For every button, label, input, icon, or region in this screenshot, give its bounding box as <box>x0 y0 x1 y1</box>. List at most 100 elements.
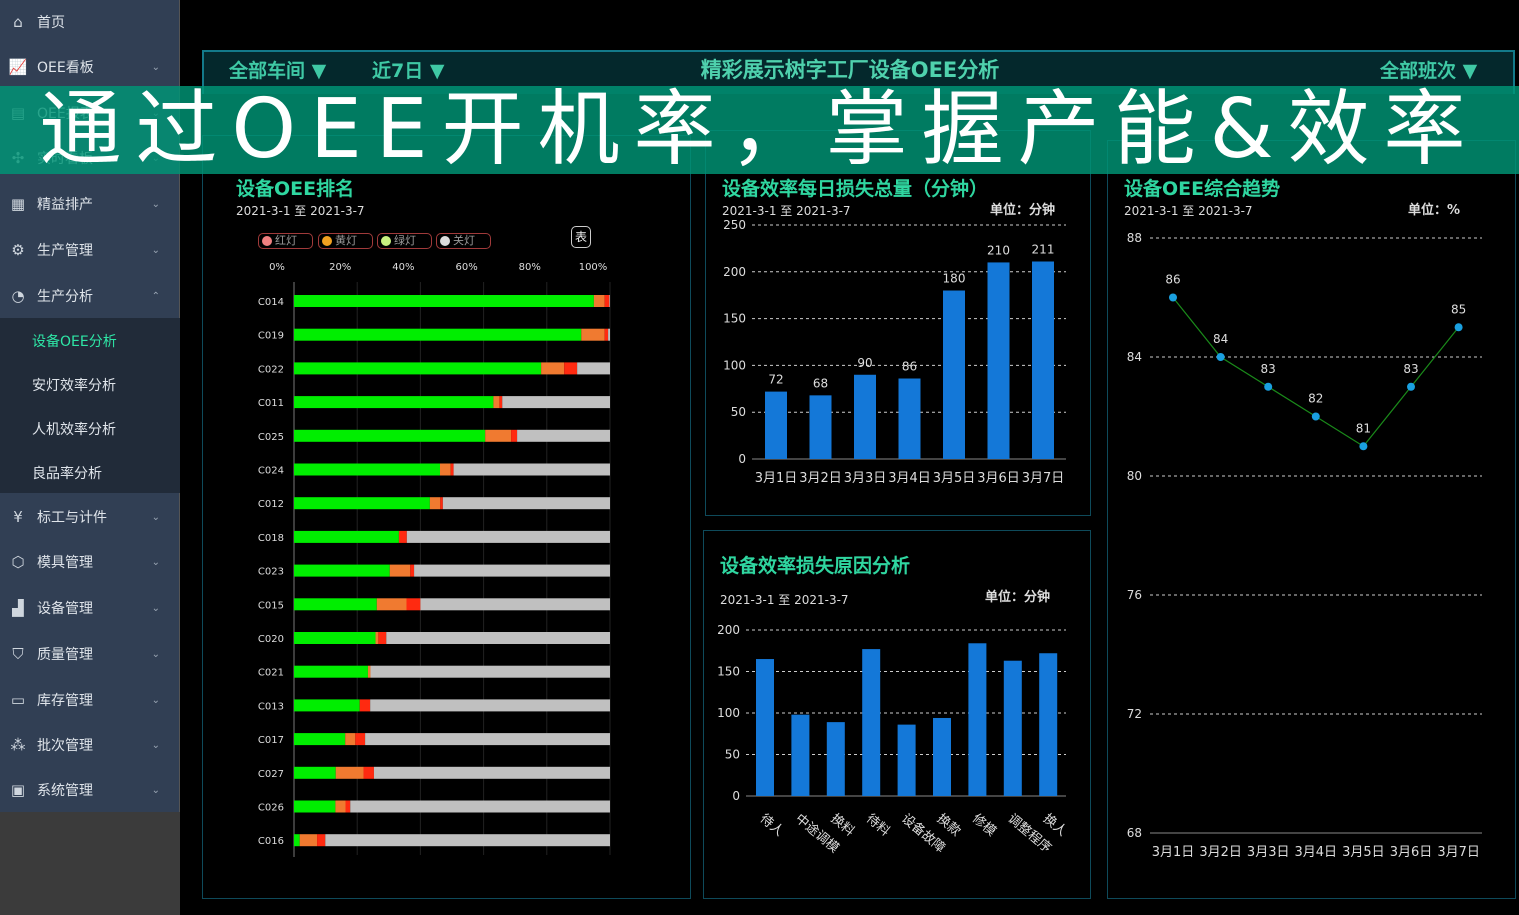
legend-off[interactable]: 关灯 <box>436 233 491 249</box>
sidebar-item[interactable]: ⚙ 生产管理 ⌄ <box>0 228 180 272</box>
y-tick-label: C025 <box>258 432 284 443</box>
bar-segment-2 <box>355 733 366 746</box>
x-tick-label: 3月2日 <box>799 471 842 486</box>
bar-segment-0 <box>294 733 346 746</box>
bar-segment-2 <box>378 632 387 644</box>
bar <box>791 714 810 796</box>
daily-loss-title: 设备效率每日损失总量（分钟） <box>722 178 989 200</box>
y-tick-label: C023 <box>258 567 284 578</box>
x-tick-label: 60% <box>455 262 477 273</box>
sidebar-item[interactable]: ▟ 设备管理 ⌄ <box>0 586 180 630</box>
y-tick-label: 76 <box>1127 588 1142 602</box>
sidebar-item-label: 质量管理 <box>37 647 93 663</box>
bar-segment-0 <box>294 632 376 644</box>
y-tick-label: 250 <box>723 218 746 232</box>
bar <box>1003 660 1022 796</box>
bar-segment-0 <box>294 699 360 712</box>
equipment-icon: ▟ <box>12 599 24 617</box>
bar <box>826 722 845 796</box>
legend-label: 绿灯 <box>394 234 416 247</box>
bar-segment-3 <box>365 733 610 746</box>
table-view-button[interactable]: 表 <box>571 226 591 248</box>
bar <box>854 374 876 459</box>
loss-reason-title: 设备效率损失原因分析 <box>720 555 911 577</box>
bar <box>862 649 881 796</box>
sidebar-item[interactable]: ⌂ 首页 <box>0 0 180 44</box>
sidebar-item[interactable]: ▭ 库存管理 ⌄ <box>0 678 180 722</box>
sidebar-item-label: 批次管理 <box>37 738 93 754</box>
sidebar-item-label: 生产分析 <box>37 289 93 305</box>
submenu-item[interactable]: 人机效率分析 <box>32 422 116 438</box>
data-label: 85 <box>1451 302 1466 316</box>
y-tick-label: C026 <box>258 803 284 814</box>
legend-red[interactable]: 红灯 <box>258 233 313 249</box>
sidebar-item[interactable]: ¥ 标工与计件 ⌄ <box>0 495 180 539</box>
x-tick-label: 修模 <box>969 811 999 839</box>
legend-yellow[interactable]: 黄灯 <box>318 233 373 249</box>
sidebar-item-label: 系统管理 <box>37 783 93 799</box>
x-tick-label: 换款 <box>934 811 964 839</box>
legend-label: 红灯 <box>275 234 297 247</box>
submenu-item[interactable]: 安灯效率分析 <box>32 378 116 394</box>
x-tick-label: 3月5日 <box>933 471 976 486</box>
chevron-icon: ⌄ <box>151 198 160 210</box>
submenu-item[interactable]: 设备OEE分析 <box>32 334 117 350</box>
trend-date: 2021-3-1 至 2021-3-7 <box>1124 204 1253 218</box>
sidebar-item-label: 设备管理 <box>37 601 93 617</box>
sidebar-item[interactable]: ⬡ 模具管理 ⌄ <box>0 540 180 584</box>
data-label: 210 <box>987 243 1010 257</box>
y-tick-label: 150 <box>717 665 740 679</box>
bar <box>898 378 921 459</box>
y-tick-label: C024 <box>258 466 284 477</box>
bar-segment-3 <box>517 429 610 442</box>
sidebar-item[interactable]: ▦ 精益排产 ⌄ <box>0 182 180 226</box>
bar-segment-0 <box>294 766 336 779</box>
y-tick-label: C019 <box>258 331 284 342</box>
data-point <box>1264 382 1273 391</box>
bar-segment-3 <box>609 295 610 307</box>
legend-green[interactable]: 绿灯 <box>377 233 432 249</box>
bar-segment-2 <box>398 530 407 543</box>
daily-loss-date: 2021-3-1 至 2021-3-7 <box>722 204 851 218</box>
x-tick-label: 100% <box>579 262 608 273</box>
bar-segment-0 <box>294 396 494 409</box>
bar-segment-2 <box>345 800 351 813</box>
bar-segment-0 <box>294 665 368 678</box>
bar-segment-1 <box>376 598 407 611</box>
sidebar-item[interactable]: ⁂ 批次管理 ⌄ <box>0 723 180 767</box>
bar-segment-3 <box>386 632 610 644</box>
shift-select[interactable]: 全部班次 ▼ <box>1380 60 1478 82</box>
bar-segment-1 <box>581 328 605 341</box>
sidebar-item[interactable]: ◔ 生产分析 ⌃ <box>0 274 180 318</box>
x-tick-label: 3月1日 <box>1152 845 1195 860</box>
sidebar-item[interactable]: ⛉ 质量管理 ⌄ <box>0 632 180 676</box>
bar-segment-0 <box>294 429 486 442</box>
y-tick-label: 200 <box>717 623 740 637</box>
bar-segment-2 <box>450 463 454 476</box>
period-select[interactable]: 近7日 ▼ <box>372 60 445 82</box>
y-tick-label: 50 <box>725 748 740 762</box>
y-tick-label: 50 <box>731 405 746 419</box>
bar <box>968 643 987 796</box>
sidebar-item[interactable]: ▣ 系统管理 ⌄ <box>0 768 180 812</box>
data-label: 83 <box>1261 362 1276 376</box>
yen-icon: ¥ <box>13 508 23 526</box>
data-label: 72 <box>768 373 783 387</box>
bar-segment-1 <box>429 497 441 510</box>
bar-segment-3 <box>373 766 610 779</box>
chevron-icon: ⌄ <box>151 244 160 256</box>
data-point <box>1407 382 1415 391</box>
sidebar-item-label: 标工与计件 <box>37 510 107 526</box>
dashboard-title: 精彩展示树字工厂设备OEE分析 <box>700 58 1000 82</box>
bar <box>1032 261 1054 459</box>
y-tick-label: 80 <box>1127 469 1142 483</box>
data-label: 180 <box>943 272 966 286</box>
bar-segment-0 <box>294 564 390 577</box>
bar-segment-3 <box>370 699 610 712</box>
sidebar-item[interactable]: 📈 OEE看板 ⌄ <box>0 45 180 89</box>
submenu-item[interactable]: 良品率分析 <box>32 466 102 482</box>
workshop-select[interactable]: 全部车间 ▼ <box>229 60 327 82</box>
bar-segment-3 <box>453 463 610 476</box>
bar-segment-0 <box>294 834 300 847</box>
y-tick-label: C020 <box>258 634 284 645</box>
